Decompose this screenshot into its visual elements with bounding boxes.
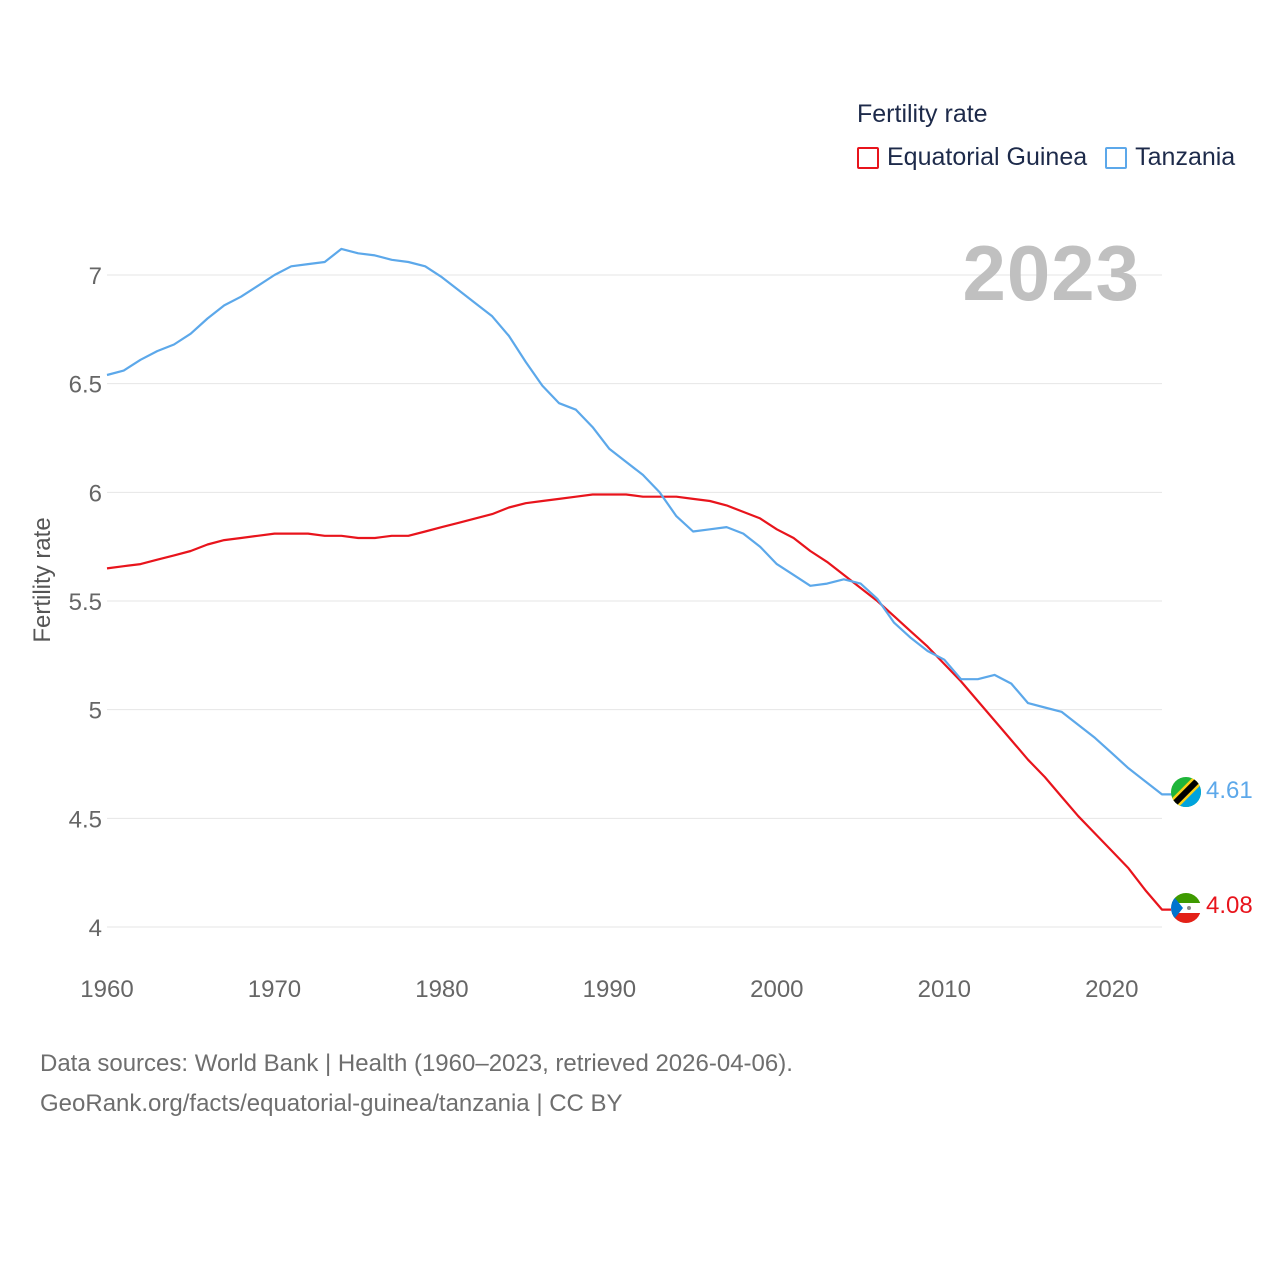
y-tick-label: 6.5 [69,372,102,399]
legend: Fertility rate Equatorial Guinea Tanzani… [857,100,1253,172]
y-tick-label: 7 [89,263,102,290]
x-tick-label: 2010 [918,976,971,1003]
legend-swatch-equatorial-guinea [857,146,879,169]
legend-title: Fertility rate [857,100,988,128]
y-tick-label: 5 [89,698,102,725]
equatorial-guinea-flag-icon [1171,893,1201,923]
x-tick-label: 1960 [80,976,133,1003]
legend-label-equatorial-guinea: Equatorial Guinea [887,143,1088,171]
tanzania-flag-icon [1171,777,1201,807]
legend-label-tanzania: Tanzania [1135,143,1236,171]
x-tick-label: 1980 [415,976,468,1003]
series-line-equatorial-guinea[interactable] [106,493,1172,911]
footer: Data sources: World Bank | Health (1960–… [40,1044,793,1124]
end-value-tanzania: 4.61 [1206,777,1253,804]
end-value-equatorial-guinea: 4.08 [1206,892,1253,919]
y-tick-label: 4.5 [69,806,102,833]
x-tick-label: 1990 [583,976,636,1003]
x-tick-label: 2000 [750,976,803,1003]
footer-attribution: GeoRank.org/facts/equatorial-guinea/tanz… [40,1090,623,1117]
year-label: 2023 [962,229,1140,317]
series-line-tanzania[interactable] [106,247,1172,796]
x-tick-label: 2020 [1085,976,1138,1003]
y-tick-label: 6 [89,480,102,507]
y-axis-label: Fertility rate [29,517,56,643]
y-tick-label: 5.5 [69,589,102,616]
legend-swatch-tanzania [1105,146,1128,169]
legend-item-tanzania[interactable]: Tanzania [1105,143,1235,172]
y-tick-label: 4 [89,915,102,942]
legend-item-equatorial-guinea[interactable]: Equatorial Guinea [857,143,1087,172]
x-tick-label: 1970 [248,976,301,1003]
footer-sources: Data sources: World Bank | Health (1960–… [40,1050,793,1077]
